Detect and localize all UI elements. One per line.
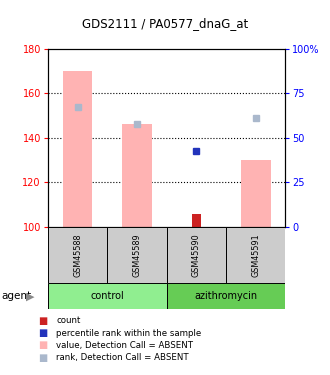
Text: GSM45589: GSM45589 <box>132 233 142 277</box>
Bar <box>241 160 271 227</box>
Bar <box>192 213 201 227</box>
Text: GDS2111 / PA0577_dnaG_at: GDS2111 / PA0577_dnaG_at <box>82 17 248 30</box>
Text: GSM45591: GSM45591 <box>251 233 260 277</box>
Text: count: count <box>56 316 81 325</box>
Bar <box>226 227 285 283</box>
Text: ■: ■ <box>38 353 48 363</box>
Text: GSM45588: GSM45588 <box>73 233 82 277</box>
Text: ■: ■ <box>38 328 48 338</box>
Bar <box>107 227 167 283</box>
Text: value, Detection Call = ABSENT: value, Detection Call = ABSENT <box>56 341 193 350</box>
Text: percentile rank within the sample: percentile rank within the sample <box>56 328 201 338</box>
Text: ▶: ▶ <box>26 291 35 301</box>
Text: agent: agent <box>2 291 32 301</box>
Text: ■: ■ <box>38 316 48 326</box>
Text: rank, Detection Call = ABSENT: rank, Detection Call = ABSENT <box>56 353 189 362</box>
Text: azithromycin: azithromycin <box>194 291 258 301</box>
Bar <box>63 71 92 227</box>
Bar <box>48 227 107 283</box>
Text: control: control <box>90 291 124 301</box>
Bar <box>167 227 226 283</box>
Text: ■: ■ <box>38 340 48 350</box>
Bar <box>167 283 285 309</box>
Bar <box>122 124 152 227</box>
Bar <box>48 283 167 309</box>
Text: GSM45590: GSM45590 <box>192 233 201 277</box>
